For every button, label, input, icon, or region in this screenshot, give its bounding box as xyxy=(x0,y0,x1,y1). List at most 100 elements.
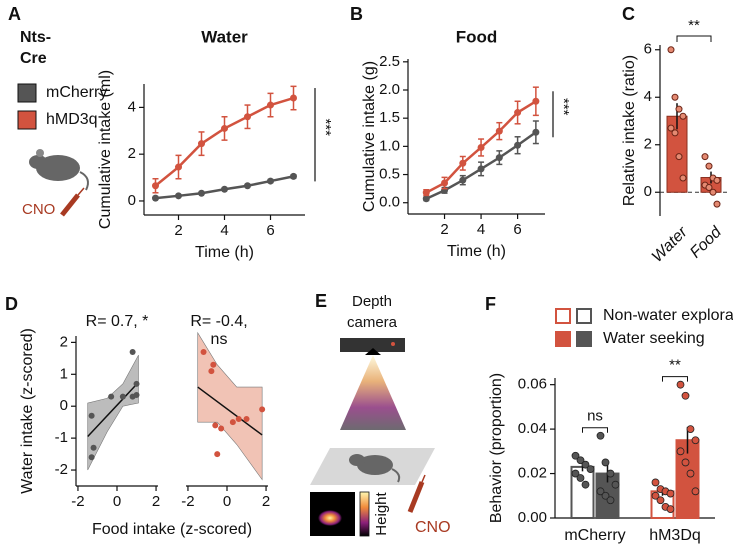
camera-led xyxy=(391,342,395,346)
significance-label: *** xyxy=(317,118,334,136)
panel-letter: F xyxy=(485,294,496,314)
data-point xyxy=(713,200,721,208)
y-tick-label: 0 xyxy=(128,192,136,209)
significance-label: ** xyxy=(669,357,681,374)
x-tick-label: 0 xyxy=(223,493,231,510)
significance-label: ** xyxy=(688,17,700,34)
data-point xyxy=(290,172,297,180)
y-tick-label: 0.0 xyxy=(379,194,400,211)
data-point xyxy=(212,422,219,429)
x-tick-label: 4 xyxy=(220,222,228,239)
significance-bracket xyxy=(662,376,688,382)
x-tick-label: 2 xyxy=(262,493,270,510)
data-point xyxy=(705,184,713,191)
fit-line xyxy=(87,381,140,438)
data-point xyxy=(666,505,675,514)
data-point xyxy=(459,159,467,167)
legend-title: Cre xyxy=(20,50,47,67)
data-point xyxy=(244,182,251,190)
legend-label: Water seeking xyxy=(603,330,705,347)
drug-label: CNO xyxy=(415,519,451,536)
y-tick-label: 4 xyxy=(128,98,136,115)
data-point xyxy=(667,124,675,132)
x-axis-label: Time (h) xyxy=(447,243,506,260)
mouse-icon xyxy=(349,454,401,483)
data-point xyxy=(666,489,675,498)
data-point xyxy=(576,456,585,465)
data-point xyxy=(221,185,228,193)
y-tick-label: 0.5 xyxy=(379,166,400,183)
data-point xyxy=(88,412,95,419)
y-tick-label: 6 xyxy=(644,41,652,58)
data-point xyxy=(514,141,522,149)
data-point xyxy=(651,478,660,487)
legend-label: hMD3q xyxy=(46,111,98,128)
y-tick-label: 0 xyxy=(644,183,652,200)
y-axis-label: Cumulative intake (g) xyxy=(361,61,378,212)
data-point xyxy=(229,419,236,426)
data-point xyxy=(611,480,620,489)
data-point xyxy=(596,487,605,496)
x-tick-label: 2 xyxy=(152,493,160,510)
legend-swatch xyxy=(17,83,37,103)
data-point xyxy=(581,460,590,469)
data-point xyxy=(198,140,205,148)
data-point xyxy=(691,436,700,445)
data-point xyxy=(175,163,182,171)
data-point xyxy=(495,127,503,135)
data-point xyxy=(108,393,115,400)
camera-label: Depth xyxy=(352,293,392,310)
y-tick-label: 4 xyxy=(644,88,652,105)
data-point xyxy=(713,176,721,184)
y-tick-label: 1.5 xyxy=(379,109,400,126)
data-point xyxy=(606,496,615,505)
camera xyxy=(340,338,405,352)
y-tick-label: 2 xyxy=(644,136,652,153)
data-point xyxy=(681,458,690,467)
subplot-title: R= -0.4, xyxy=(190,313,247,330)
data-point xyxy=(267,101,274,109)
data-point xyxy=(244,113,251,121)
x-tick-label: -2 xyxy=(181,493,194,510)
data-point xyxy=(290,94,297,102)
data-point xyxy=(656,496,665,505)
significance-bracket xyxy=(582,427,608,433)
data-point xyxy=(133,380,140,387)
chart-title: Food xyxy=(456,27,498,46)
y-axis-label: Behavior (proportion) xyxy=(488,373,505,523)
data-point xyxy=(691,487,700,496)
panel-letter: E xyxy=(315,291,327,311)
data-point xyxy=(175,192,182,200)
data-point xyxy=(709,188,717,196)
y-tick-label: 2.5 xyxy=(379,53,400,70)
data-point xyxy=(571,451,580,460)
legend-swatch xyxy=(555,331,571,347)
data-point xyxy=(133,392,140,399)
data-point xyxy=(495,154,503,162)
syringe-icon xyxy=(407,474,426,513)
data-point xyxy=(581,480,590,489)
confidence-band xyxy=(197,331,263,481)
y-axis-label: Relative intake (ratio) xyxy=(621,55,638,206)
data-point xyxy=(208,368,215,375)
x-tick-label: 0 xyxy=(113,493,121,510)
y-tick-label: 2.0 xyxy=(379,81,400,98)
data-point xyxy=(477,165,485,173)
y-axis-label: Water intake (z-scored) xyxy=(19,328,36,494)
data-point xyxy=(422,189,430,197)
y-tick-label: 0.02 xyxy=(518,465,547,482)
y-tick-label: -1 xyxy=(55,429,68,446)
fit-line xyxy=(197,386,263,436)
legend-title: Nts- xyxy=(20,29,51,46)
data-point xyxy=(477,143,485,151)
data-point xyxy=(441,179,449,187)
legend-swatch xyxy=(576,331,592,347)
y-tick-label: 1.0 xyxy=(379,137,400,154)
drug-label: CNO xyxy=(22,201,55,218)
significance-label: *** xyxy=(555,98,572,116)
data-point xyxy=(214,451,221,458)
data-point xyxy=(675,105,683,113)
series-line xyxy=(154,96,294,187)
data-point xyxy=(686,425,695,434)
data-point xyxy=(218,425,225,432)
